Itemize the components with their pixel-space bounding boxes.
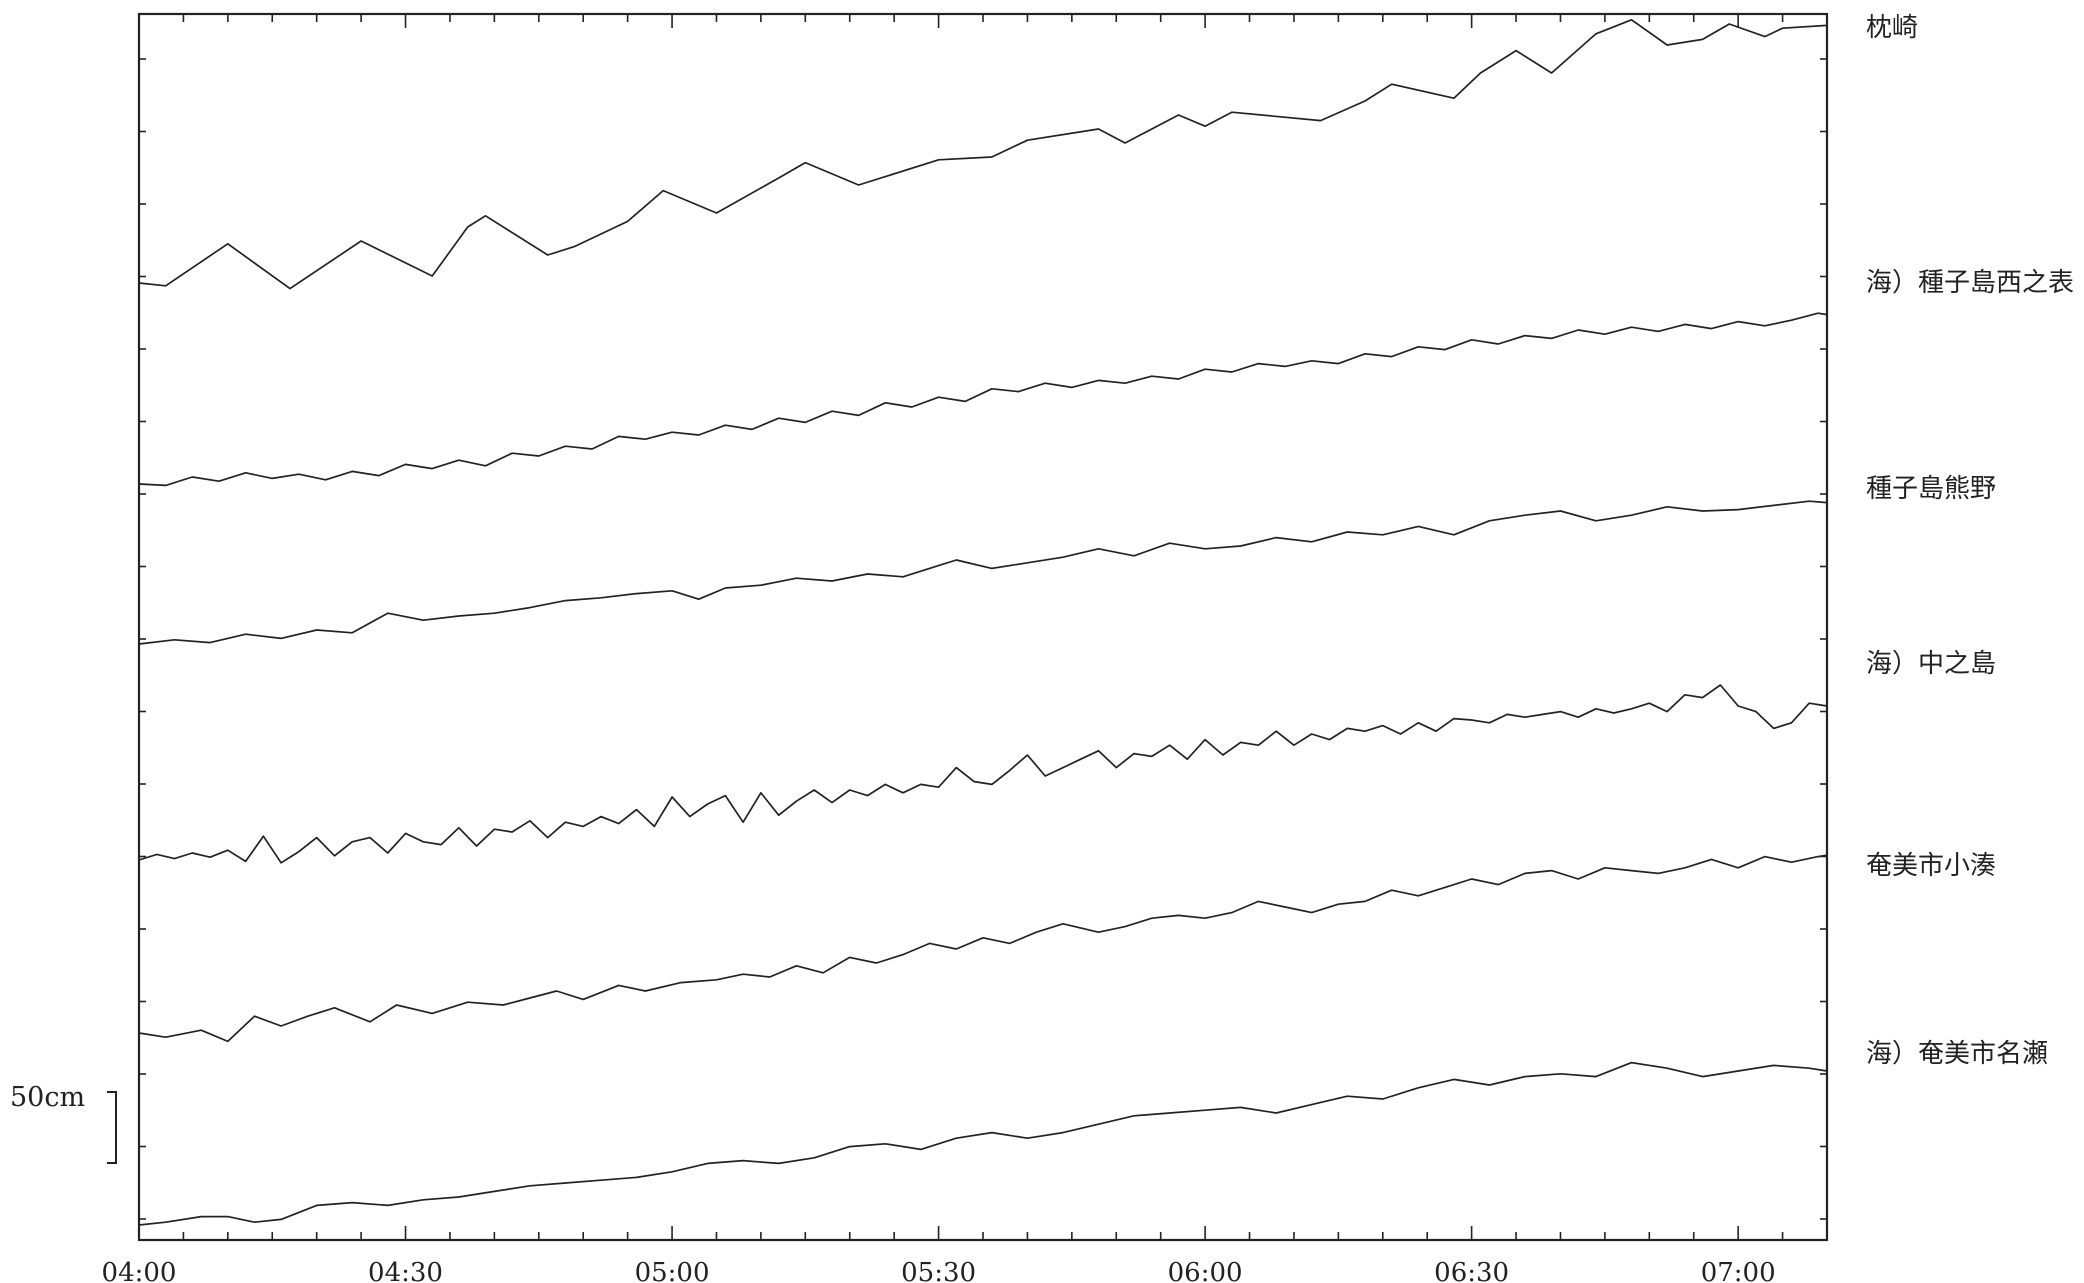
x-tick-label: 04:00 — [102, 1258, 177, 1283]
station-label: 種子島熊野 — [1866, 474, 1996, 504]
axis-ticks — [138, 14, 1828, 1240]
x-tick-label: 07:00 — [1701, 1258, 1776, 1283]
station-label: 海）奄美市名瀬 — [1866, 1039, 2048, 1069]
x-tick-labels: 04:00 04:30 05:00 05:30 06:00 06:30 07:00 — [102, 1258, 1776, 1283]
scale-bar-label: 50cm — [10, 1082, 85, 1113]
x-tick-label: 06:00 — [1168, 1258, 1243, 1283]
series-line — [138, 18, 1828, 290]
station-label: 海）種子島西之表 — [1866, 268, 2074, 298]
plot-frame — [137, 12, 1829, 1242]
x-tick-label: 05:00 — [635, 1258, 710, 1283]
station-label: 海）中之島 — [1866, 649, 1996, 679]
x-tick-label: 04:30 — [368, 1258, 443, 1283]
x-tick-label: 06:30 — [1434, 1258, 1509, 1283]
station-label: 枕崎 — [1866, 13, 1918, 43]
series-line — [138, 1061, 1828, 1226]
station-label: 奄美市小湊 — [1866, 851, 1996, 881]
series-line — [138, 312, 1828, 487]
series-line — [138, 500, 1828, 645]
scale-bar: 50cm — [10, 1082, 117, 1164]
station-series — [138, 18, 1828, 1226]
series-line — [138, 854, 1828, 1043]
series-line — [138, 684, 1828, 864]
x-tick-label: 05:30 — [901, 1258, 976, 1283]
